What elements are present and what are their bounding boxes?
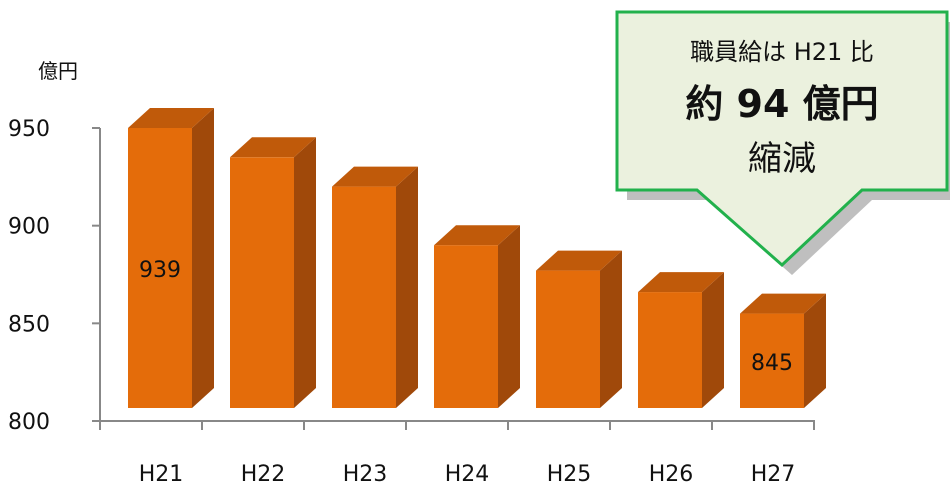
bar-side-H26 <box>702 272 724 408</box>
bar-front-H25 <box>536 270 600 408</box>
bar-H21 <box>128 108 214 408</box>
y-tick-label-950: 950 <box>8 117 50 142</box>
bars <box>128 108 826 409</box>
bar-side-H25 <box>600 250 622 408</box>
bar-front-H21 <box>128 128 192 408</box>
bar-front-H27 <box>740 313 804 408</box>
bar-top-H25 <box>536 250 622 271</box>
y-tick-label-850: 850 <box>8 312 50 337</box>
bar-front-H24 <box>434 245 498 408</box>
bar-top-H24 <box>434 225 520 246</box>
x-tick-label-H25: H25 <box>547 462 592 487</box>
y-tick-label-800: 800 <box>8 410 50 435</box>
bar-H25 <box>536 250 622 408</box>
x-tick-label-H26: H26 <box>649 462 694 487</box>
bar-front-H26 <box>638 292 702 408</box>
bar-side-H22 <box>294 137 316 409</box>
bar-side-H24 <box>498 225 520 408</box>
callout-line-3: 縮減 <box>748 139 816 179</box>
bar-front-H22 <box>230 157 294 408</box>
axes: 億円 800 850 900 950 H21 H22 H23 H24 H25 H26 H27 <box>8 59 815 487</box>
x-tick-label-H22: H22 <box>241 462 286 487</box>
bar-H24 <box>434 225 520 408</box>
x-tick-label-H27: H27 <box>751 462 796 487</box>
x-tick-label-H21: H21 <box>139 462 184 487</box>
bar-top-H22 <box>230 137 316 158</box>
data-label-H27: 845 <box>751 351 793 376</box>
bar-H22 <box>230 137 316 409</box>
bar-side-H21 <box>192 108 214 408</box>
bar-top-H26 <box>638 272 724 293</box>
callout-line-1: 職員給は H21 比 <box>690 38 874 66</box>
callout-line-2: 約 94 億円 <box>685 82 878 126</box>
callout-box <box>615 10 949 268</box>
x-tick-label-H24: H24 <box>445 462 490 487</box>
bar-H27 <box>740 293 826 408</box>
bar-side-H23 <box>396 166 418 408</box>
y-tick-label-900: 900 <box>8 215 50 240</box>
callout: 職員給は H21 比 約 94 億円 縮減 <box>615 10 949 268</box>
bar-top-H21 <box>128 108 214 128</box>
bar-side-H27 <box>804 293 826 408</box>
bar-front-H23 <box>332 186 396 408</box>
data-labels: 939 845 <box>139 258 793 376</box>
x-tick-label-H23: H23 <box>343 462 388 487</box>
bar-H23 <box>332 166 418 408</box>
bar-H26 <box>638 272 724 408</box>
data-label-H21: 939 <box>139 258 181 283</box>
y-axis-unit: 億円 <box>38 59 78 83</box>
bar-top-H27 <box>740 293 826 314</box>
bar-top-H23 <box>332 166 418 187</box>
